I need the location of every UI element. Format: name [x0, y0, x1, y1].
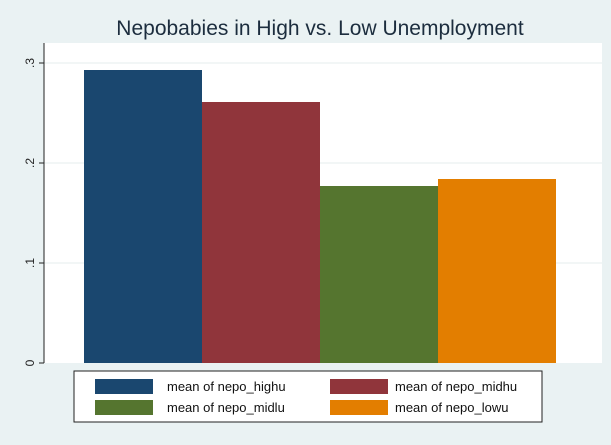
chart-title: Nepobabies in High vs. Low Unemployment	[116, 17, 524, 40]
y-axis-ticks: 0 .1 .2 .3	[23, 58, 44, 366]
y-tick-label: 0	[23, 359, 37, 366]
y-tick-label: .2	[23, 158, 37, 168]
bar-mean-of-nepo_midhu	[202, 102, 320, 363]
bars	[84, 70, 556, 363]
legend-label: mean of nepo_highu	[167, 379, 286, 394]
y-tick-label: .1	[23, 258, 37, 268]
legend: mean of nepo_highu mean of nepo_midhumean…	[73, 370, 543, 423]
legend-swatch	[95, 379, 153, 394]
legend-label: mean of nepo_midhu	[395, 379, 517, 394]
y-tick-label: .3	[23, 58, 37, 68]
legend-label: mean of nepo_lowu	[395, 400, 508, 415]
legend-label: mean of nepo_midlu	[167, 400, 285, 415]
bar-mean-of-nepo_lowu	[438, 179, 556, 363]
legend-swatch	[330, 379, 388, 394]
legend-swatch	[330, 400, 388, 415]
bar-mean-of-nepo_midlu	[320, 186, 438, 363]
legend-swatch	[95, 400, 153, 415]
bar-mean-of-nepo_highu	[84, 70, 202, 363]
